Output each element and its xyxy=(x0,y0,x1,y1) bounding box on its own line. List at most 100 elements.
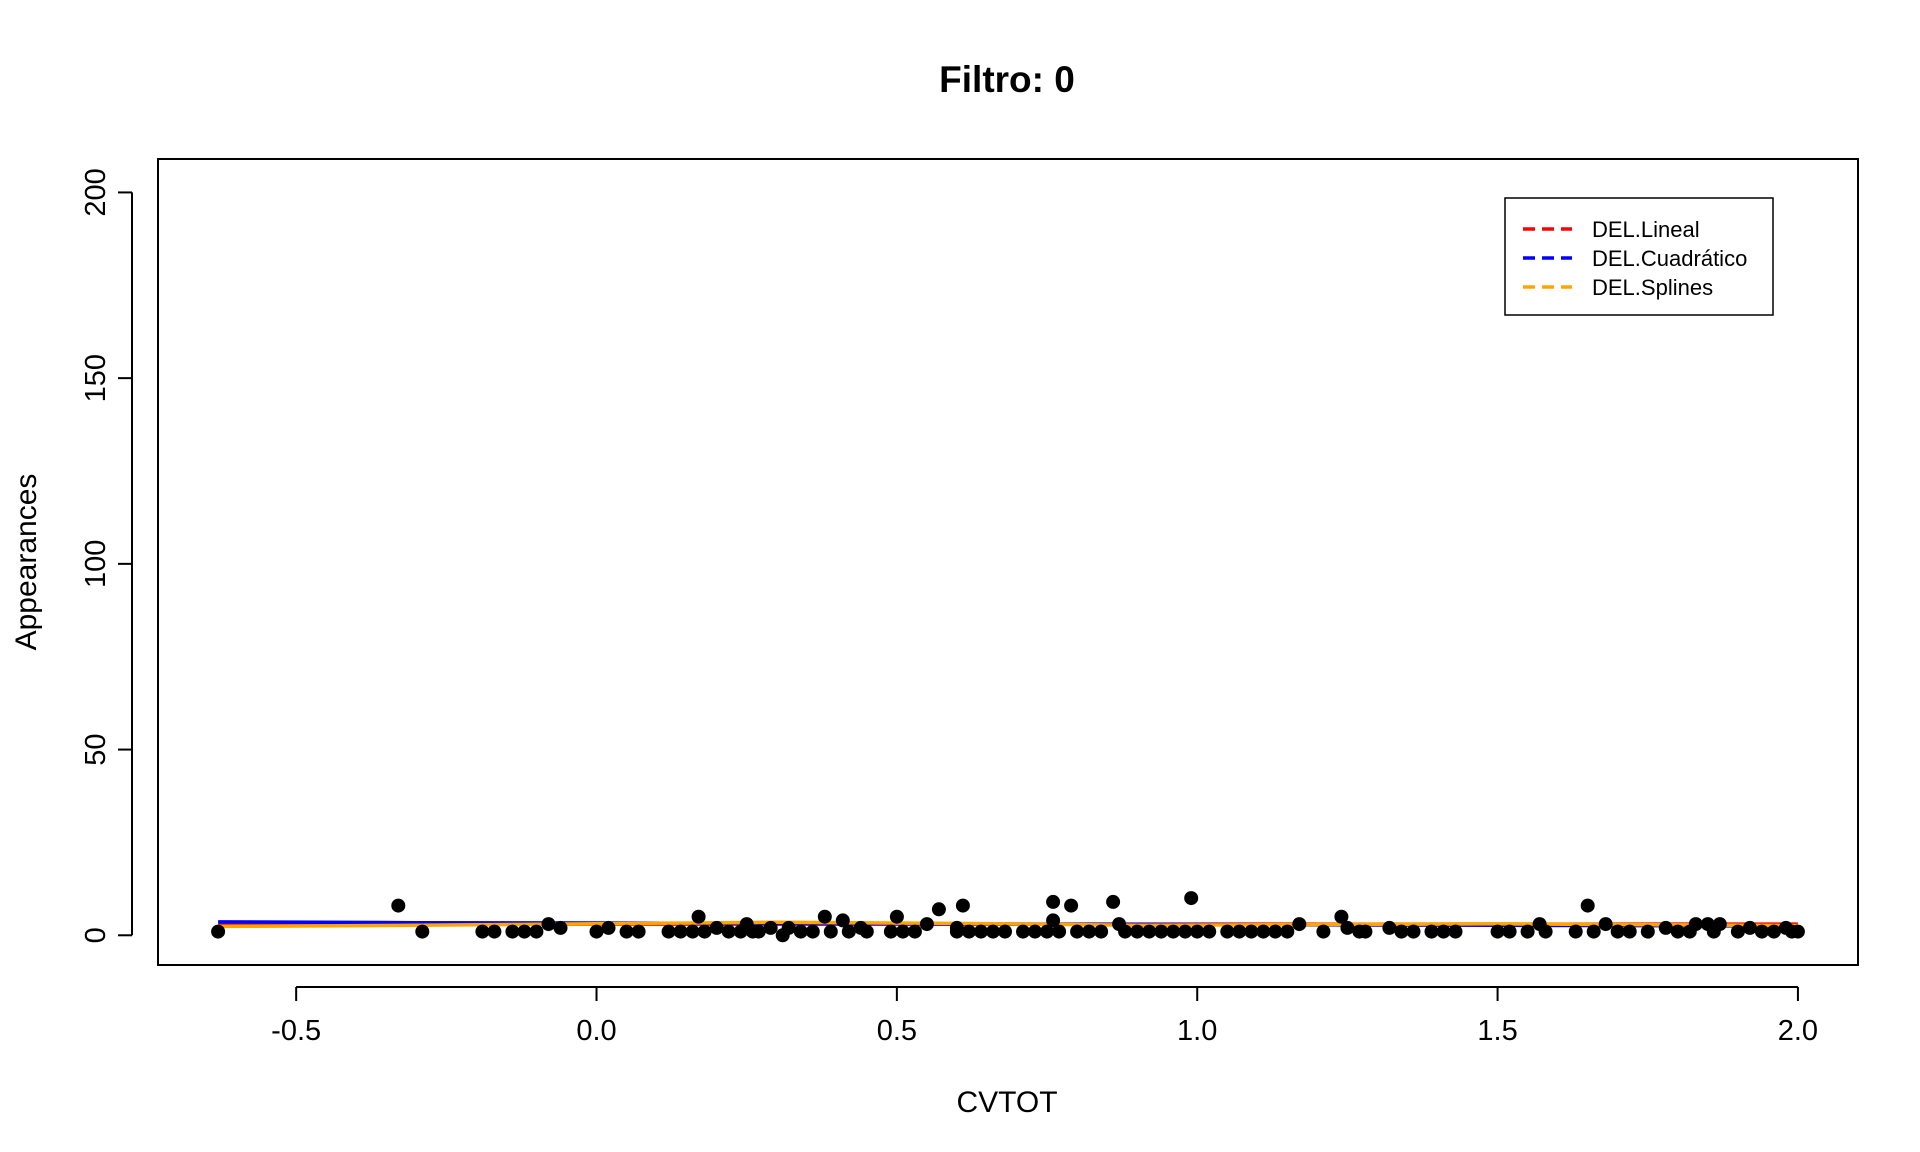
data-point xyxy=(1730,924,1745,939)
data-point xyxy=(1016,924,1030,939)
data-point xyxy=(1520,924,1535,939)
data-point xyxy=(1502,924,1517,939)
data-point xyxy=(1658,920,1673,935)
data-point xyxy=(1292,917,1307,932)
data-point xyxy=(691,909,706,924)
y-tick-label: 100 xyxy=(80,540,112,588)
data-point xyxy=(619,924,634,939)
data-point xyxy=(1268,924,1283,939)
data-point xyxy=(1232,924,1247,939)
y-tick-label: 150 xyxy=(80,354,112,402)
data-point xyxy=(835,913,850,928)
data-point xyxy=(1790,924,1805,939)
data-point xyxy=(1316,924,1331,939)
data-point xyxy=(1082,924,1097,939)
data-point xyxy=(1538,924,1553,939)
data-point xyxy=(1130,924,1145,939)
y-tick-label: 50 xyxy=(80,733,112,765)
y-tick-label: 200 xyxy=(80,168,112,216)
data-point xyxy=(601,920,616,935)
series-line-del-splines xyxy=(218,920,1798,929)
data-point xyxy=(883,924,898,939)
plot-frame xyxy=(157,158,1859,966)
data-point xyxy=(1142,924,1157,939)
data-point xyxy=(974,924,988,939)
data-point xyxy=(1106,894,1121,909)
data-point xyxy=(685,924,700,939)
x-axis: -0.5 0.0 0.5 1.0 1.5 2.0 xyxy=(271,986,1818,1047)
data-point xyxy=(889,909,904,924)
data-point xyxy=(721,924,736,939)
data-point xyxy=(1064,898,1079,913)
data-point xyxy=(517,924,532,939)
data-point xyxy=(1184,891,1199,906)
data-point xyxy=(931,902,946,917)
data-point xyxy=(529,924,544,939)
data-point xyxy=(1766,924,1781,939)
data-point xyxy=(661,924,676,939)
data-point xyxy=(211,924,226,939)
chart-title: Filtro: 0 xyxy=(939,59,1075,100)
data-point xyxy=(1334,909,1349,924)
data-point xyxy=(949,924,964,939)
data-point xyxy=(1610,924,1625,939)
data-point xyxy=(1040,924,1054,939)
legend-label: DEL.Cuadrático xyxy=(1592,246,1747,271)
data-point xyxy=(1424,924,1439,939)
data-point xyxy=(553,920,568,935)
data-point xyxy=(1436,924,1451,939)
x-tick-label: 1.0 xyxy=(1177,1015,1217,1047)
data-point xyxy=(1358,924,1373,939)
data-point xyxy=(907,924,922,939)
data-point xyxy=(391,898,406,913)
data-point xyxy=(1046,913,1061,928)
data-point xyxy=(998,924,1012,939)
data-point xyxy=(1670,924,1685,939)
data-point xyxy=(919,917,934,932)
data-point xyxy=(1280,924,1295,939)
data-point xyxy=(1166,924,1181,939)
data-points xyxy=(211,891,1805,943)
legend-label: DEL.Splines xyxy=(1592,275,1713,300)
data-point xyxy=(1190,924,1205,939)
x-axis-label: CVTOT xyxy=(956,1086,1057,1119)
data-point xyxy=(805,924,820,939)
x-tick-label: 0.0 xyxy=(576,1015,616,1047)
data-point xyxy=(1256,924,1271,939)
data-point xyxy=(505,924,520,939)
data-point xyxy=(709,920,724,935)
data-point xyxy=(1640,924,1655,939)
data-point xyxy=(541,917,556,932)
data-point xyxy=(1688,917,1703,932)
data-point xyxy=(793,924,808,939)
data-point xyxy=(589,924,604,939)
data-point xyxy=(1580,898,1595,913)
data-point xyxy=(1046,894,1061,909)
legend-label: DEL.Lineal xyxy=(1592,217,1700,242)
x-tick-label: -0.5 xyxy=(271,1015,321,1047)
data-point xyxy=(1154,924,1169,939)
data-point xyxy=(1202,924,1217,939)
data-point xyxy=(1382,920,1397,935)
data-point xyxy=(1178,924,1193,939)
data-point xyxy=(1028,924,1042,939)
data-point xyxy=(751,924,766,939)
data-point xyxy=(1490,924,1505,939)
data-point xyxy=(1394,924,1409,939)
data-point xyxy=(1712,917,1727,932)
data-point xyxy=(673,924,688,939)
x-tick-label: 2.0 xyxy=(1778,1015,1818,1047)
data-point xyxy=(823,924,838,939)
data-point xyxy=(1220,924,1235,939)
data-point xyxy=(487,924,502,939)
legend: DEL.Lineal DEL.Cuadrático DEL.Splines xyxy=(1504,197,1774,316)
data-point xyxy=(1244,924,1259,939)
data-point xyxy=(1052,924,1067,939)
y-axis: 0 50 100 150 200 xyxy=(80,168,133,943)
data-point xyxy=(817,909,832,924)
y-axis-label: Appearances xyxy=(10,474,43,651)
data-point xyxy=(697,924,712,939)
data-point xyxy=(1568,924,1583,939)
data-point xyxy=(1742,920,1757,935)
